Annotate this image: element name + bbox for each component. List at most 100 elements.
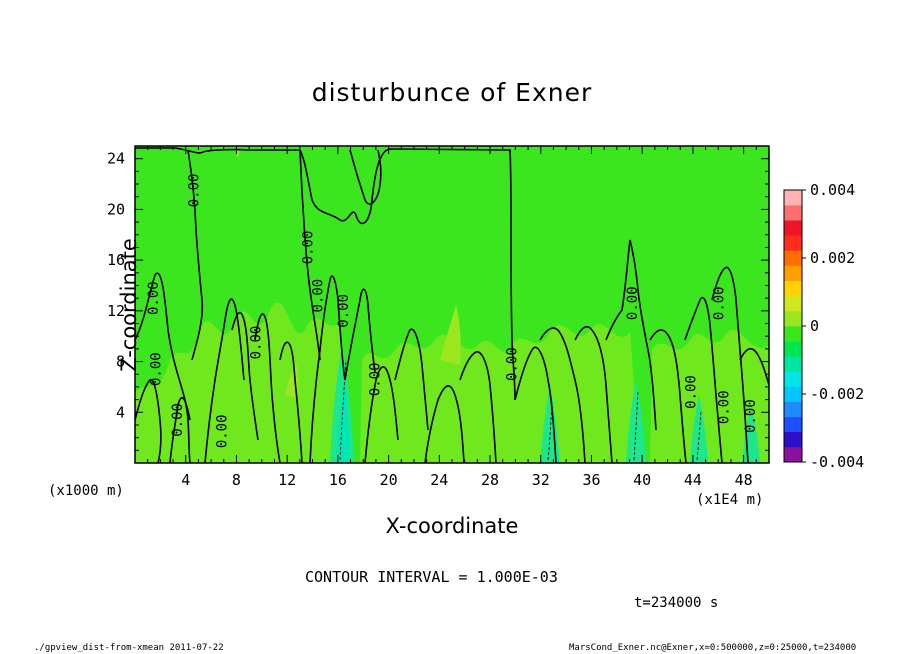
contour-label: 0.00: [625, 286, 641, 320]
colorbar-tick-label: 0.002: [810, 249, 855, 267]
field-region: [510, 324, 640, 463]
field-region: [440, 305, 461, 365]
contour-lines: [135, 147, 769, 463]
contour-label: 0.00: [336, 294, 352, 328]
x-tick-label: 16: [329, 471, 347, 489]
colorbar-swatch: [784, 401, 802, 417]
colorbar-swatch: [784, 220, 802, 236]
x-tick-label: 24: [430, 471, 448, 489]
x-tick-label: 4: [181, 471, 190, 489]
x-axis: 4 8 12 16 20 24 28 32 36 40 44 48: [147, 146, 757, 489]
contour-label: 0.00: [683, 375, 699, 409]
contour-line: [424, 385, 465, 463]
plot-field: [135, 146, 769, 463]
contour-line: [204, 298, 245, 463]
colorbar-swatch: [784, 446, 802, 463]
contour-line: [684, 296, 723, 463]
x-tick-label: 8: [232, 471, 241, 489]
chart-title: disturbunce of Exner: [311, 78, 593, 107]
contour-label: 0.00: [214, 414, 230, 448]
contour-line: [739, 348, 769, 386]
contour-line: [344, 288, 376, 381]
colorbar-tick-label: 0: [810, 317, 819, 335]
colorbar-swatch: [784, 341, 802, 357]
colorbar-swatch: [784, 190, 802, 206]
contour-label: 0.00: [249, 326, 265, 360]
colorbar-swatch: [784, 416, 802, 433]
colorbar-swatch: [784, 265, 802, 281]
footer-left: ./gpview_dist-from-xmean 2011-07-22: [34, 643, 224, 653]
x-tick-label: 12: [278, 471, 296, 489]
contour-line: [514, 346, 557, 463]
field-region: [650, 329, 769, 463]
contour-label: 0.00: [368, 362, 384, 396]
contour-negative: [339, 359, 702, 461]
x-unit-label: (x1000 m): [48, 483, 124, 499]
colorbar-swatch: [784, 295, 802, 312]
contour-line: [309, 275, 346, 463]
x-tick-label: 20: [380, 471, 398, 489]
contour-line: [135, 272, 191, 463]
contour-label: 0.00: [711, 286, 727, 320]
y-tick-label: 24: [107, 150, 125, 168]
y-tick-label: 12: [107, 302, 125, 320]
field-region: [336, 372, 350, 463]
field-region: [626, 380, 646, 463]
contour-label: 0.00: [170, 403, 186, 437]
x-tick-label: 44: [684, 471, 702, 489]
footer-right: MarsCond_Exner.nc@Exner,x=0:500000,z=0:2…: [569, 643, 857, 653]
x-tick-label: 48: [735, 471, 753, 489]
contour-line: [649, 329, 687, 463]
colorbar-swatch: [784, 235, 802, 251]
colorbar-swatch: [784, 371, 802, 387]
y-axis-title: Z-coordinate: [116, 238, 141, 372]
contour-line: [605, 239, 657, 431]
contour-interval: CONTOUR INTERVAL = 1.000E-03: [305, 568, 558, 586]
colorbar-tick-label: 0.004: [810, 181, 855, 199]
contour-line: [231, 311, 259, 441]
contour-labels: 0.00 0.00 0.00 0.00 0.00 0.00 0.00 0.00 0.00 0.00…: [146, 174, 759, 449]
contour-line: [547, 399, 553, 461]
contour-line: [187, 149, 204, 361]
colorbar: 0.004 0.002 0 -0.002 -0.004: [783, 181, 864, 471]
x-axis-title: X-coordinate: [385, 514, 519, 538]
contour-label: 0.00: [311, 279, 327, 313]
contour-line: [339, 359, 347, 461]
time-label: t=234000 s: [634, 595, 719, 611]
contour-line: [135, 379, 162, 463]
y-tick-label: 16: [107, 251, 125, 269]
contour-label: 0.00: [146, 281, 162, 315]
y-tick-label: 4: [116, 403, 125, 421]
contour-line: [349, 149, 382, 205]
contour-line: [169, 397, 191, 463]
x-tick-label: 40: [633, 471, 651, 489]
y-tick-label: 8: [116, 353, 125, 371]
colorbar-tick-label: -0.004: [810, 453, 864, 471]
colorbar-swatch: [784, 386, 802, 402]
contour-line: [696, 409, 702, 461]
contour-line: [459, 351, 497, 463]
x-tick-label: 28: [481, 471, 499, 489]
contour-line: [254, 313, 281, 463]
contour-line: [279, 341, 303, 463]
contour-line: [364, 366, 399, 463]
contour-line: [394, 328, 429, 431]
contour-label: 0.00: [505, 347, 521, 381]
x-tick-label: 32: [532, 471, 550, 489]
colorbar-swatch: [784, 431, 802, 448]
colorbar-swatch: [784, 326, 802, 342]
x-tick-label: 36: [582, 471, 600, 489]
y-axis: 4 8 12 16 20 24: [107, 145, 769, 451]
colorbar-swatch: [784, 280, 802, 297]
contour-line: [135, 147, 516, 401]
colorbar-swatch: [784, 356, 802, 372]
contour-line: [574, 325, 613, 463]
contour-line: [539, 327, 586, 463]
contour-line: [633, 389, 639, 461]
x-scale-label: (x1E4 m): [696, 492, 764, 508]
colorbar-swatch: [784, 250, 802, 266]
contour-label: 0.00: [148, 352, 164, 386]
colorbar-swatch: [784, 205, 802, 221]
field-region: [690, 395, 708, 463]
